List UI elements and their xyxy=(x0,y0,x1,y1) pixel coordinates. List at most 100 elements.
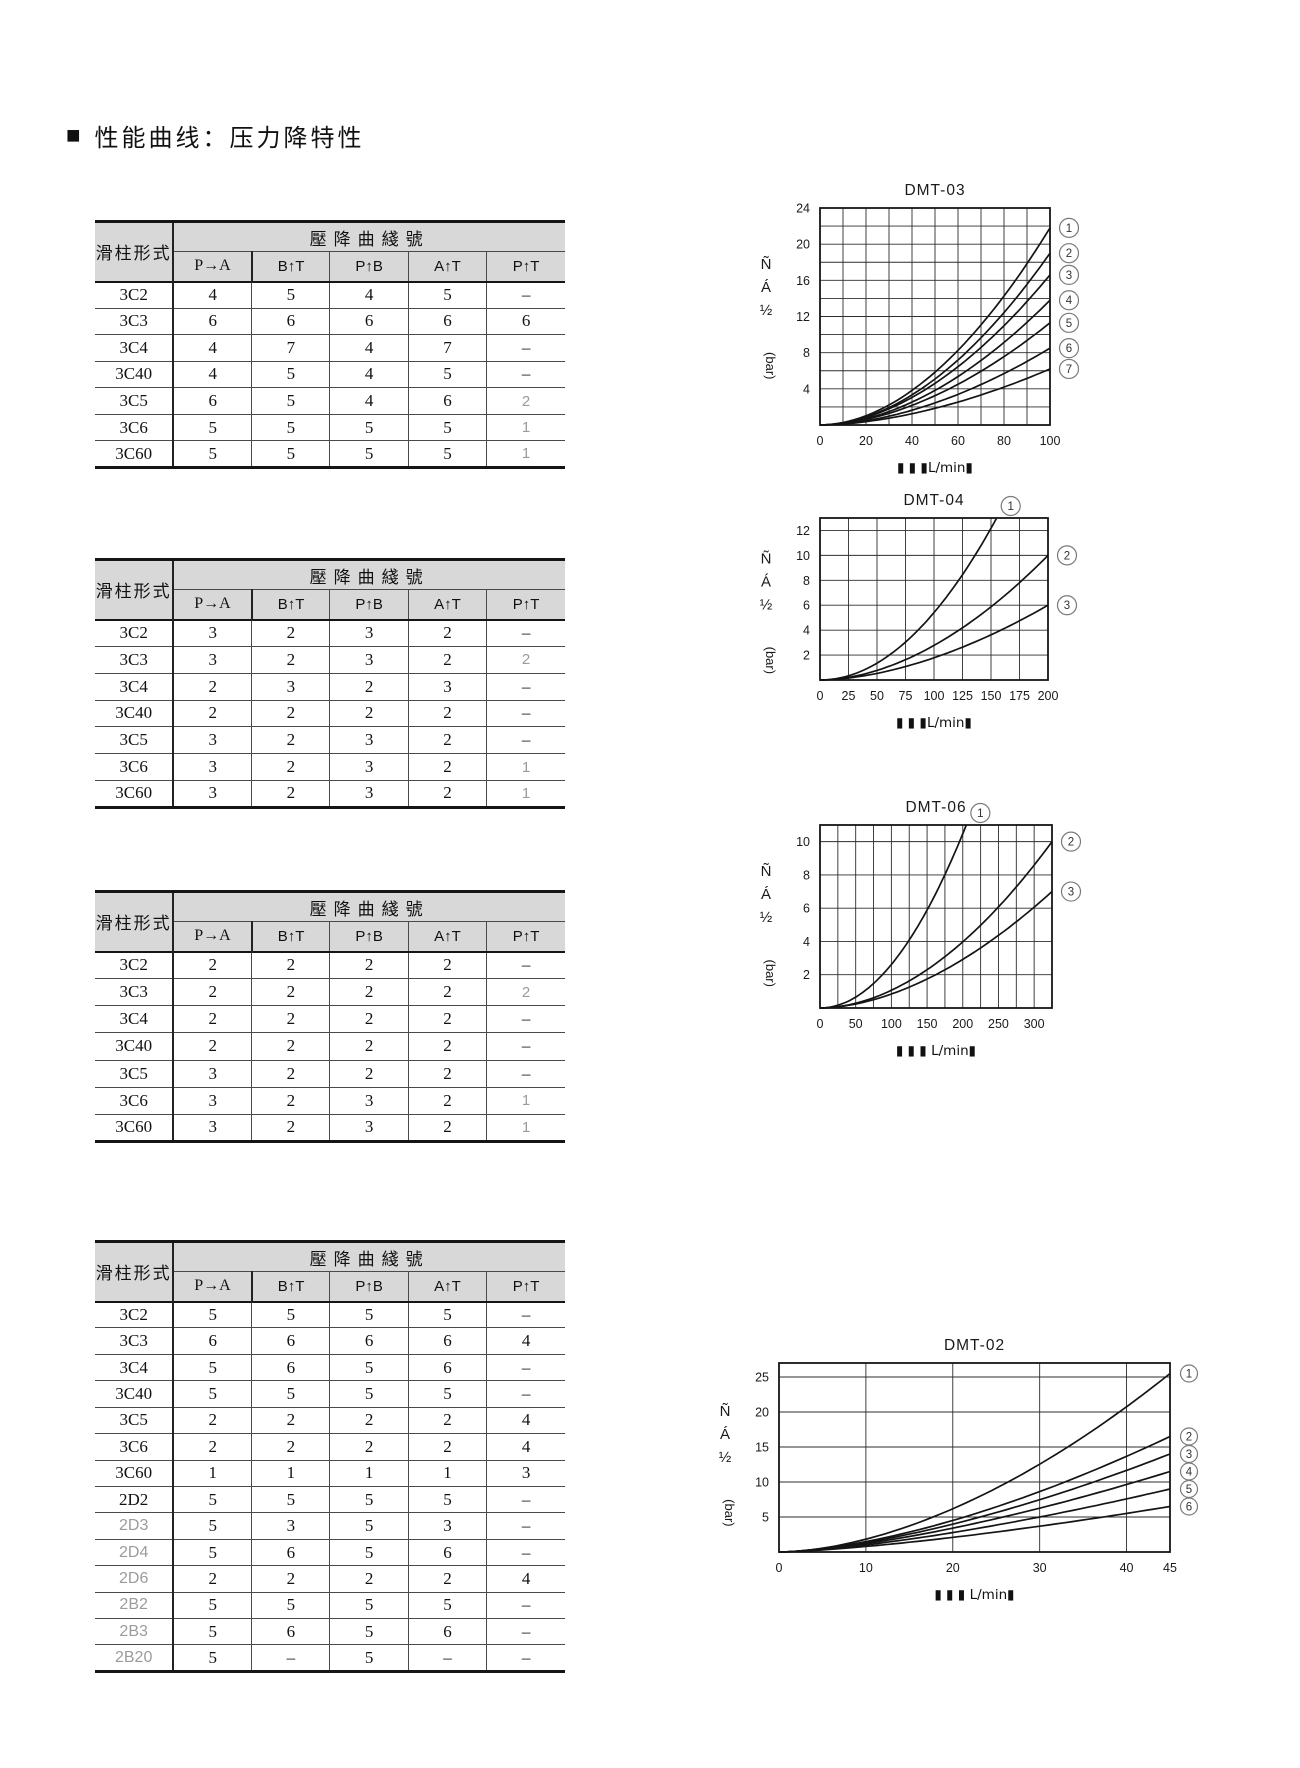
spool-type-cell: 2D4 xyxy=(95,1538,175,1567)
spool-type-cell: 2B2 xyxy=(95,1591,175,1620)
curve-number-cell: – xyxy=(486,699,565,728)
curve-label-circle xyxy=(1000,495,1021,517)
curve-label-5: 5 xyxy=(1058,312,1080,333)
plot-border xyxy=(819,824,1053,1009)
curve-label-2: 2 xyxy=(1056,545,1078,566)
x-tick-label: 10 xyxy=(859,1561,873,1575)
spool-type-cell: 3C60 xyxy=(95,780,175,808)
curve-number-cell: 2 xyxy=(329,1005,409,1034)
table-row: 3C40 2 2 2 2– xyxy=(95,1032,565,1061)
table-row: 3C5 2 2 2 2 4 xyxy=(95,1406,565,1435)
curve-number-cell: 2 xyxy=(172,978,253,1007)
table-row: 3C2 5 5 5 5– xyxy=(95,1300,565,1329)
spool-type-cell: 3C2 xyxy=(95,619,175,647)
curve-number-cell: 5 xyxy=(329,1512,409,1540)
y-tick-label: 8 xyxy=(803,574,810,588)
curve-number-cell: – xyxy=(486,1618,565,1646)
curve-number-cell: 5 xyxy=(172,440,253,468)
curve-number-cell: 2 xyxy=(407,1005,488,1034)
curve-number-cell: – xyxy=(486,950,565,980)
curve-number-cell: 2 xyxy=(251,1059,331,1088)
table-row: 3C2 4 5 4 5– xyxy=(95,281,565,309)
curve-number-cell: – xyxy=(407,1644,488,1672)
table-row: 3C6 2 2 2 2 4 xyxy=(95,1433,565,1461)
y-tick-label: 25 xyxy=(755,1371,769,1385)
curve-label-3: 3 xyxy=(1056,595,1078,616)
curve-number-cell: 4 xyxy=(486,1406,565,1435)
table-row: 2D2 5 5 5 5– xyxy=(95,1485,565,1514)
pressure-drop-table-1: 滑柱形式 壓降曲綫號 P→A B↑T P↑B A↑T P↑T 3C2 4 5 4 5–3C3 6 6 6 6 6… xyxy=(95,220,565,469)
flow-path-header: P↑T xyxy=(486,921,565,952)
curve-number-cell: – xyxy=(486,1538,565,1567)
curve-label-circle xyxy=(1060,881,1082,902)
curve-3 xyxy=(819,890,1053,1009)
x-tick-label: 75 xyxy=(899,689,913,703)
y-tick-label: 8 xyxy=(803,868,810,882)
curve-number-cell: 3 xyxy=(329,1113,409,1142)
table-row: 2B20 5–5– – xyxy=(95,1644,565,1672)
x-tick-label: 100 xyxy=(881,1017,902,1031)
curve-number-cell: – xyxy=(486,726,565,755)
curve-number-cell: 2 xyxy=(486,978,565,1007)
spool-type-cell: 3C2 xyxy=(95,1300,175,1329)
curve-number-cell: 2 xyxy=(172,1406,253,1435)
x-tick-label: 0 xyxy=(817,434,824,448)
curve-4 xyxy=(778,1470,1171,1553)
spool-type-cell: 3C60 xyxy=(95,440,175,468)
pressure-drop-table-4: 滑柱形式 壓降曲綫號 P→A B↑T P↑B A↑T P↑T 3C2 5 5 5 5–3C3 6 6 6 6 4… xyxy=(95,1240,565,1673)
curve-label-1: 1 xyxy=(970,802,991,824)
y-tick-label: 12 xyxy=(796,524,810,538)
flow-path-header: B↑T xyxy=(251,589,331,620)
curve-label-1: 1 xyxy=(1179,1364,1199,1383)
flow-path-header: P→A xyxy=(173,1271,253,1302)
curve-1 xyxy=(819,517,998,681)
curve-number-group-header: 壓降曲綫號 xyxy=(172,1241,565,1272)
x-tick-label: 200 xyxy=(952,1017,973,1031)
curve-1 xyxy=(778,1372,1171,1553)
x-tick-label: 150 xyxy=(981,689,1002,703)
curve-number-cell: 2 xyxy=(251,1032,331,1061)
x-axis-label: ▮ ▮ ▮ L/min▮ xyxy=(934,1587,1014,1603)
y-axis-label-char: Ñ xyxy=(720,1403,731,1420)
curve-number-cell: 2 xyxy=(251,726,331,755)
curve-label-number: 6 xyxy=(1066,343,1072,355)
curve-number-cell: 6 xyxy=(329,1327,409,1355)
curve-label-circle xyxy=(1060,831,1082,852)
curve-number-cell: 2 xyxy=(251,1565,331,1593)
curve-number-cell: 2 xyxy=(251,978,331,1007)
curve-number-cell: 2 xyxy=(407,1086,488,1115)
x-tick-label: 100 xyxy=(924,689,945,703)
y-tick-label: 6 xyxy=(803,599,810,613)
curve-number-cell: 5 xyxy=(172,1618,253,1646)
x-tick-label: 150 xyxy=(917,1017,938,1031)
curve-number-cell: 2 xyxy=(329,1433,409,1461)
spool-type-cell: 3C60 xyxy=(95,1459,175,1487)
x-tick-label: 25 xyxy=(842,689,856,703)
curve-number-cell: 1 xyxy=(486,440,565,468)
curve-number-cell: 2 xyxy=(172,950,253,980)
flow-path-header: B↑T xyxy=(251,1271,331,1302)
flow-path-header: A↑T xyxy=(407,251,488,282)
chart-title: DMT-04 xyxy=(903,492,964,509)
curve-number-cell: 6 xyxy=(486,307,565,336)
flow-path-header: P↑B xyxy=(329,251,409,282)
chart-title: DMT-03 xyxy=(904,182,965,199)
table-row: 3C4 2 2 2 2– xyxy=(95,1005,565,1034)
spool-type-cell: 3C4 xyxy=(95,672,175,701)
y-axis-label-unit: (bar) xyxy=(722,1499,737,1526)
plot-border xyxy=(778,1362,1171,1553)
table-row: 3C60 5 5 5 5 1 xyxy=(95,440,565,468)
table-row: 2B2 5 5 5 5– xyxy=(95,1591,565,1620)
curve-label-number: 4 xyxy=(1186,1467,1193,1479)
curve-number-group-header: 壓降曲綫號 xyxy=(172,221,565,252)
table-row: 3C3 2 2 2 2 2 xyxy=(95,978,565,1007)
curve-7 xyxy=(819,368,1051,426)
table-row: 3C60 3 2 3 2 1 xyxy=(95,780,565,808)
curve-number-cell: 6 xyxy=(251,307,331,336)
curve-number-cell: 1 xyxy=(486,1113,565,1142)
spool-type-cell: 3C3 xyxy=(95,1327,175,1355)
curve-number-cell: 5 xyxy=(329,1380,409,1408)
curve-number-cell: 2 xyxy=(407,1059,488,1088)
x-tick-label: 50 xyxy=(849,1017,863,1031)
